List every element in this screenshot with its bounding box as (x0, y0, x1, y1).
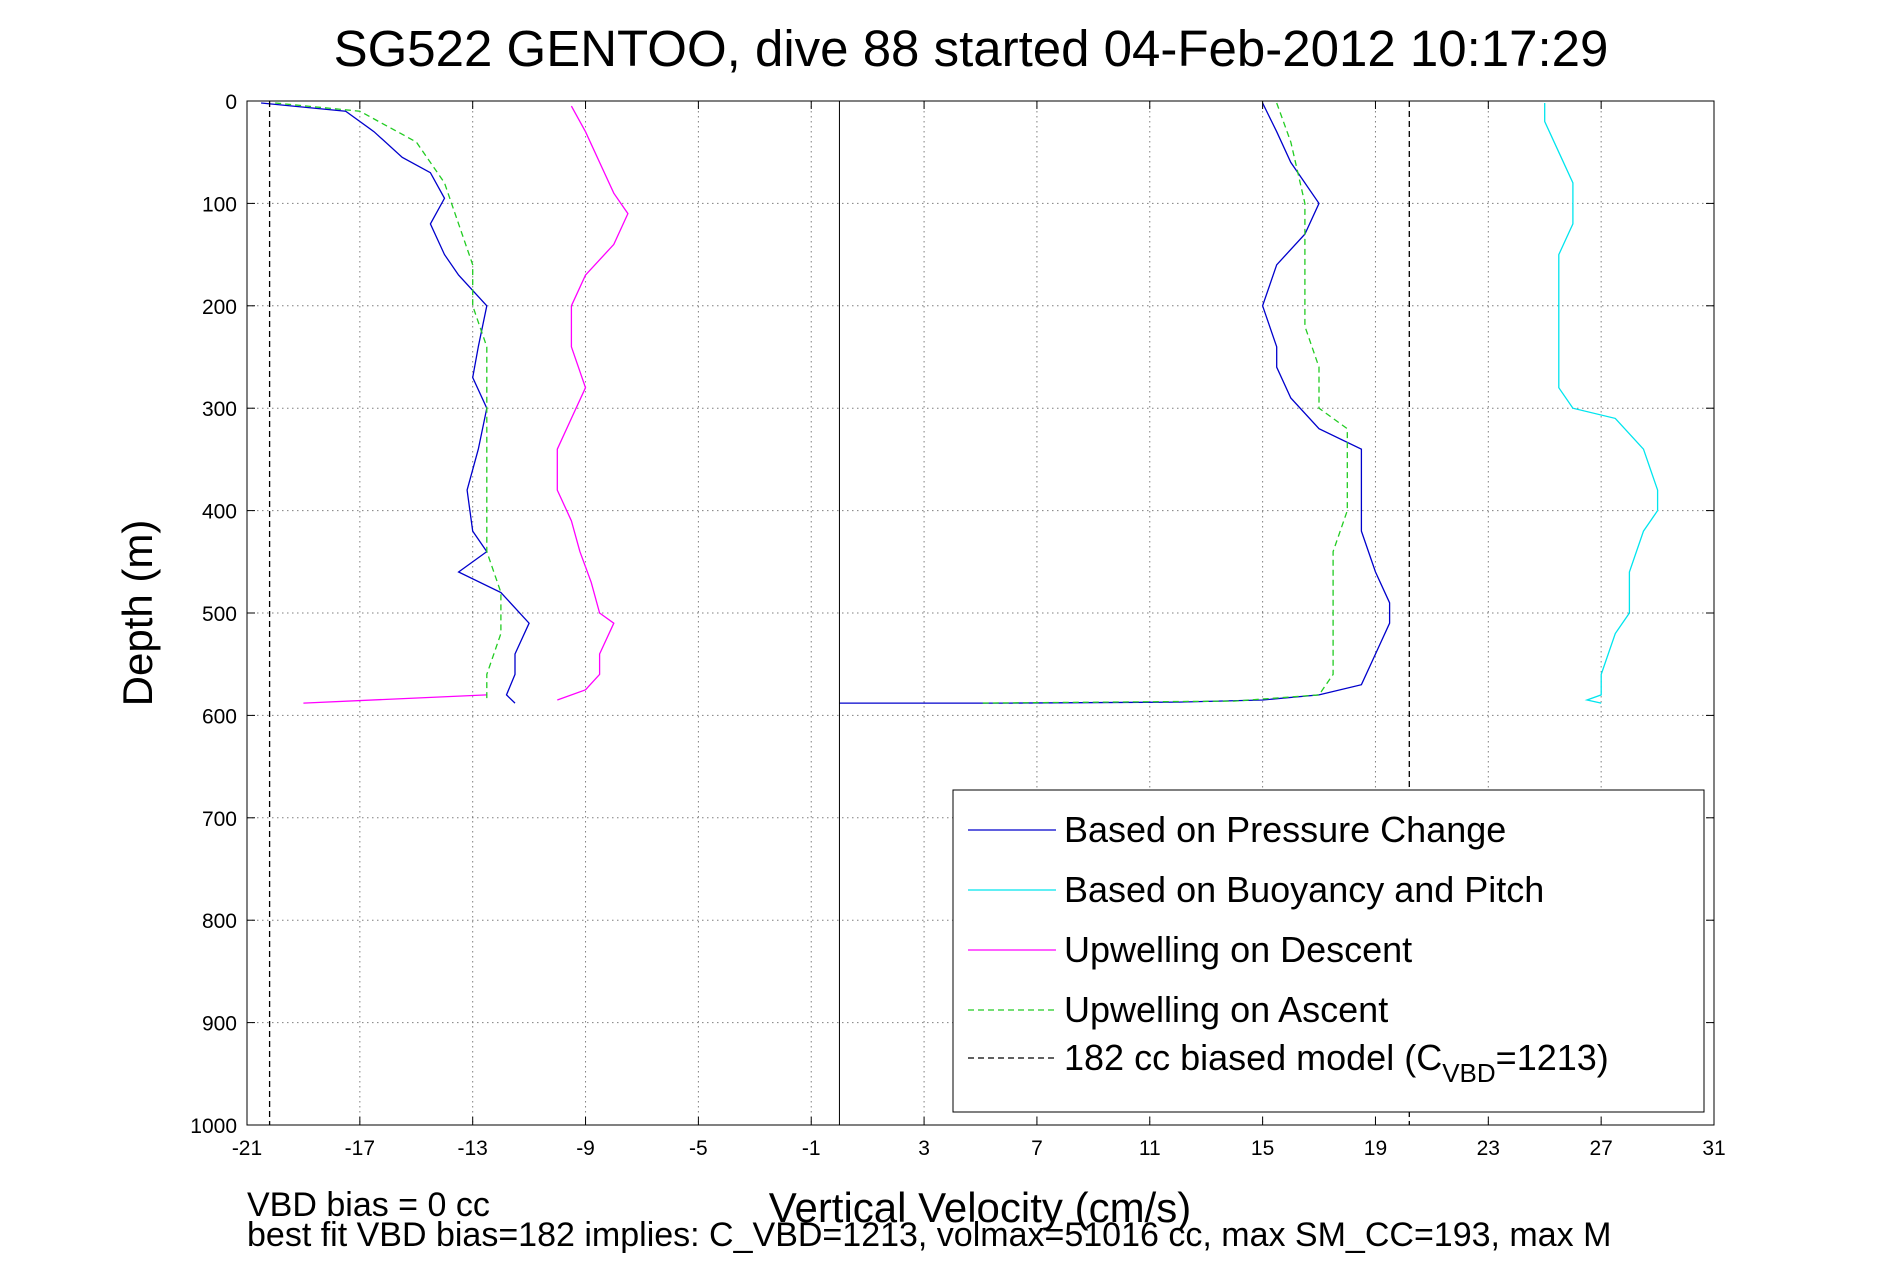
x-tick-label: -9 (576, 1137, 595, 1160)
x-tick-label: -17 (345, 1137, 375, 1160)
y-tick-label: 500 (202, 603, 237, 626)
legend-label: 182 cc biased model (CVBD=1213) (1064, 1037, 1609, 1088)
series-line-3 (303, 694, 487, 704)
x-tick-label: 23 (1477, 1137, 1500, 1160)
x-axis-label: Vertical Velocity (cm/s) (769, 1184, 1191, 1231)
x-tick-label: -1 (802, 1137, 821, 1160)
legend-box (952, 789, 1705, 1113)
series-line-4 (275, 102, 502, 700)
x-tick-label: 19 (1364, 1137, 1387, 1160)
data-series (261, 101, 1659, 1125)
x-tick-label: 15 (1251, 1137, 1274, 1160)
x-axis-ticks: -21 -17 -13 -9 -5 -1 3 7 11 15 19 23 27 31 (232, 101, 1726, 1160)
x-tick-label: 3 (918, 1137, 930, 1160)
x-tick-label: 27 (1589, 1137, 1612, 1160)
chart-title: SG522 GENTOO, dive 88 started 04-Feb-201… (334, 20, 1609, 77)
y-tick-label: 1000 (190, 1115, 237, 1138)
series-line-4 (980, 102, 1348, 704)
footer-line-2: best fit VBD bias=182 implies: C_VBD=121… (247, 1216, 1611, 1254)
y-tick-label: 600 (202, 705, 237, 728)
legend-label: Upwelling on Descent (1064, 929, 1412, 970)
y-tick-label: 400 (202, 501, 237, 524)
y-axis-label: Depth (m) (114, 520, 161, 707)
series-line-2 (1544, 103, 1659, 704)
y-tick-label: 100 (202, 193, 237, 216)
x-tick-label: -21 (232, 1137, 262, 1160)
legend-label: Upwelling on Ascent (1064, 989, 1388, 1030)
y-axis-ticks: 0 100 200 300 400 500 600 700 800 900 1000 (190, 91, 1714, 1138)
series-line-3 (556, 105, 629, 701)
y-tick-label: 700 (202, 808, 237, 831)
x-tick-label: -5 (689, 1137, 708, 1160)
legend-items: Based on Pressure Change Based on Buoyanc… (968, 809, 1609, 1088)
y-tick-label: 200 (202, 296, 237, 319)
x-tick-label: 7 (1031, 1137, 1043, 1160)
y-tick-label: 800 (202, 910, 237, 933)
legend-label: Based on Pressure Change (1064, 809, 1506, 850)
y-tick-label: 900 (202, 1013, 237, 1036)
x-tick-label: 11 (1139, 1137, 1161, 1160)
y-tick-label: 0 (225, 91, 237, 114)
x-tick-label: 31 (1702, 1137, 1725, 1160)
legend: Based on Pressure Change Based on Buoyanc… (952, 789, 1705, 1113)
y-tick-label: 300 (202, 398, 237, 421)
series-line-1 (261, 102, 530, 704)
legend-label: Based on Buoyancy and Pitch (1064, 869, 1544, 910)
x-tick-label: -13 (458, 1137, 488, 1160)
footer-line-1: VBD bias = 0 cc (247, 1186, 490, 1224)
